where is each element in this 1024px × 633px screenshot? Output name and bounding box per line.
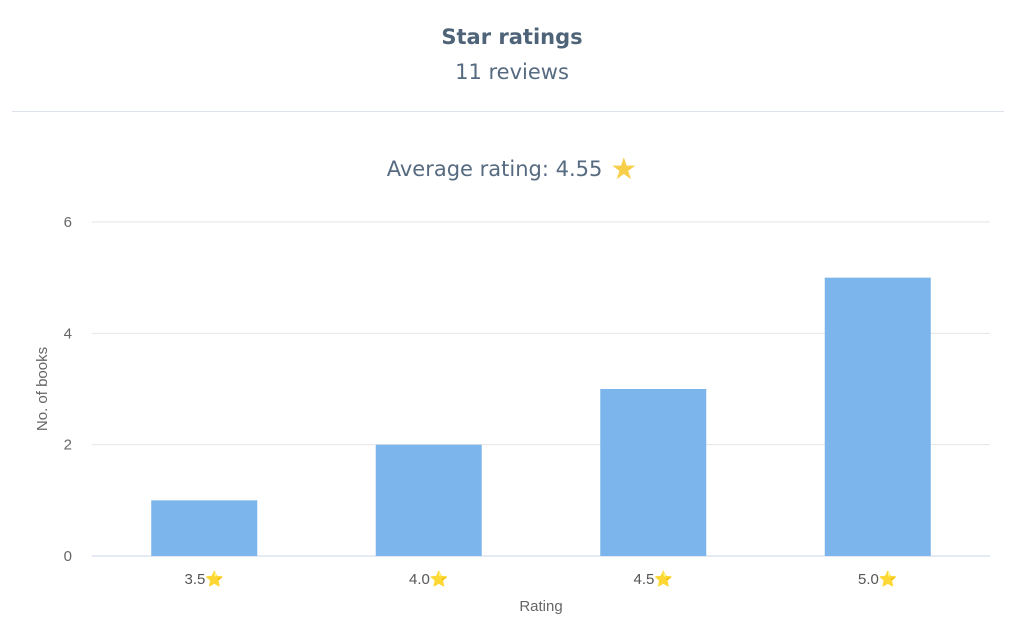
bar <box>375 444 482 556</box>
divider <box>12 111 1004 112</box>
x-tick-label: 4.5⭐ <box>633 570 673 588</box>
bar <box>600 389 707 556</box>
y-tick-label: 0 <box>64 548 72 565</box>
y-tick-label: 2 <box>64 437 72 454</box>
x-axis-title: Rating <box>519 598 562 615</box>
y-axis-title: No. of books <box>34 347 51 431</box>
average-rating: Average rating: 4.55 ★ <box>0 152 1024 187</box>
average-rating-label: Average rating: 4.55 <box>386 157 603 181</box>
review-count: 11 reviews <box>455 60 569 84</box>
y-tick-label: 6 <box>64 214 72 231</box>
y-tick-label: 4 <box>64 325 72 342</box>
page-title: Star ratings <box>441 25 583 49</box>
x-tick-label: 3.5⭐ <box>184 570 224 588</box>
bar <box>824 277 931 556</box>
x-tick-label: 4.0⭐ <box>409 570 449 588</box>
x-tick-label: 5.0⭐ <box>858 570 898 588</box>
star-icon: ★ <box>610 152 638 187</box>
bar <box>151 500 258 556</box>
